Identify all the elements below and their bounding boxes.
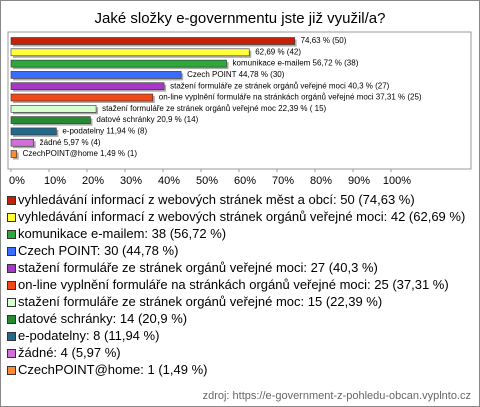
x-tick-label: 20% [82, 175, 104, 187]
legend-item: komunikace e-mailem: 38 (56,72 %) [7, 226, 469, 242]
legend-item: žádné: 4 (5,97 %) [7, 345, 469, 361]
bar [10, 127, 57, 136]
bar [10, 93, 154, 102]
legend-item: stažení formuláře ze stránek orgánů veře… [7, 294, 469, 310]
legend-item: datové schránky: 14 (20,9 %) [7, 311, 469, 327]
bar-label: 62,69 % (42) [255, 47, 301, 56]
legend-swatch [7, 315, 16, 324]
bar-label: on-line vyplnění formuláře na stránkách … [159, 93, 422, 102]
legend-label: datové schránky: 14 (20,9 %) [18, 311, 188, 326]
bar [10, 37, 295, 45]
bar-label: CzechPOINT@home 1,49 % (1) [23, 149, 138, 158]
legend-item: stažení formuláře ze stránek orgánů veře… [7, 260, 469, 276]
x-tick-label: 90% [348, 175, 370, 187]
legend-label: CzechPOINT@home: 1 (1,49 %) [18, 362, 208, 377]
bar [10, 82, 165, 90]
bar-label: žádné 5,97 % (4) [40, 138, 101, 147]
legend-swatch [7, 264, 16, 273]
legend-swatch [7, 196, 16, 205]
legend-item: vyhledávání informací z webových stránek… [7, 192, 469, 208]
bar-label: komunikace e-mailem 56,72 % (38) [233, 59, 359, 68]
x-tick-label: 0% [9, 175, 25, 187]
legend-item: CzechPOINT@home: 1 (1,49 %) [7, 362, 469, 378]
legend-swatch [7, 298, 16, 307]
legend: vyhledávání informací z webových stránek… [7, 192, 469, 379]
bar [10, 71, 182, 79]
x-tick-label: 30% [120, 175, 142, 187]
legend-item: Czech POINT: 30 (44,78 %) [7, 243, 469, 259]
legend-swatch [7, 349, 16, 358]
legend-swatch [7, 281, 16, 290]
legend-swatch [7, 230, 16, 239]
bar-label: stažení formuláře ze stránek orgánů veře… [170, 81, 390, 90]
bar [10, 59, 227, 68]
legend-item: on-line vyplnění formuláře na stránkách … [7, 277, 469, 293]
legend-swatch [7, 213, 16, 222]
x-tick-label: 100% [383, 175, 411, 187]
x-tick-label: 40% [158, 175, 180, 187]
bar-label: e-podatelny 11,94 % (8) [62, 127, 147, 136]
x-tick-label: 80% [310, 175, 332, 187]
legend-label: žádné: 4 (5,97 %) [18, 345, 121, 360]
legend-label: e-podatelny: 8 (11,94 %) [18, 328, 160, 343]
legend-swatch [7, 332, 16, 341]
legend-label: Czech POINT: 30 (44,78 %) [18, 243, 179, 258]
legend-label: vyhledávání informací z webových stránek… [18, 209, 466, 224]
x-tick-label: 60% [234, 175, 256, 187]
source: zdroj: https://e-government-z-pohledu-ob… [202, 390, 471, 402]
x-tick-label: 50% [196, 175, 218, 187]
chart: Jaké složky e-governmentu jste již využi… [7, 10, 472, 187]
legend-label: vyhledávání informací z webových stránek… [18, 192, 415, 207]
legend-label: komunikace e-mailem: 38 (56,72 %) [18, 226, 227, 241]
x-tick-label: 10% [44, 175, 66, 187]
chart-title: Jaké složky e-governmentu jste již využi… [95, 10, 386, 27]
bar [10, 138, 34, 147]
legend-item: e-podatelny: 8 (11,94 %) [7, 328, 469, 344]
bar [10, 150, 17, 158]
bar [10, 105, 97, 113]
bar [10, 116, 91, 124]
bar-label: Czech POINT 44,78 % (30) [187, 70, 285, 79]
bar-label: stažení formuláře ze stránek orgánů veře… [102, 104, 326, 113]
x-tick-label: 70% [272, 175, 294, 187]
legend-label: on-line vyplnění formuláře na stránkách … [18, 277, 449, 292]
legend-item: vyhledávání informací z webových stránek… [7, 209, 469, 225]
legend-swatch [7, 366, 16, 375]
bar-label: 74,63 % (50) [301, 36, 347, 45]
bar-label: datové schránky 20,9 % (14) [96, 115, 198, 124]
legend-label: stažení formuláře ze stránek orgánů veře… [18, 294, 383, 309]
bar [10, 48, 250, 57]
legend-swatch [7, 247, 16, 256]
legend-label: stažení formuláře ze stránek orgánů veře… [18, 260, 378, 275]
